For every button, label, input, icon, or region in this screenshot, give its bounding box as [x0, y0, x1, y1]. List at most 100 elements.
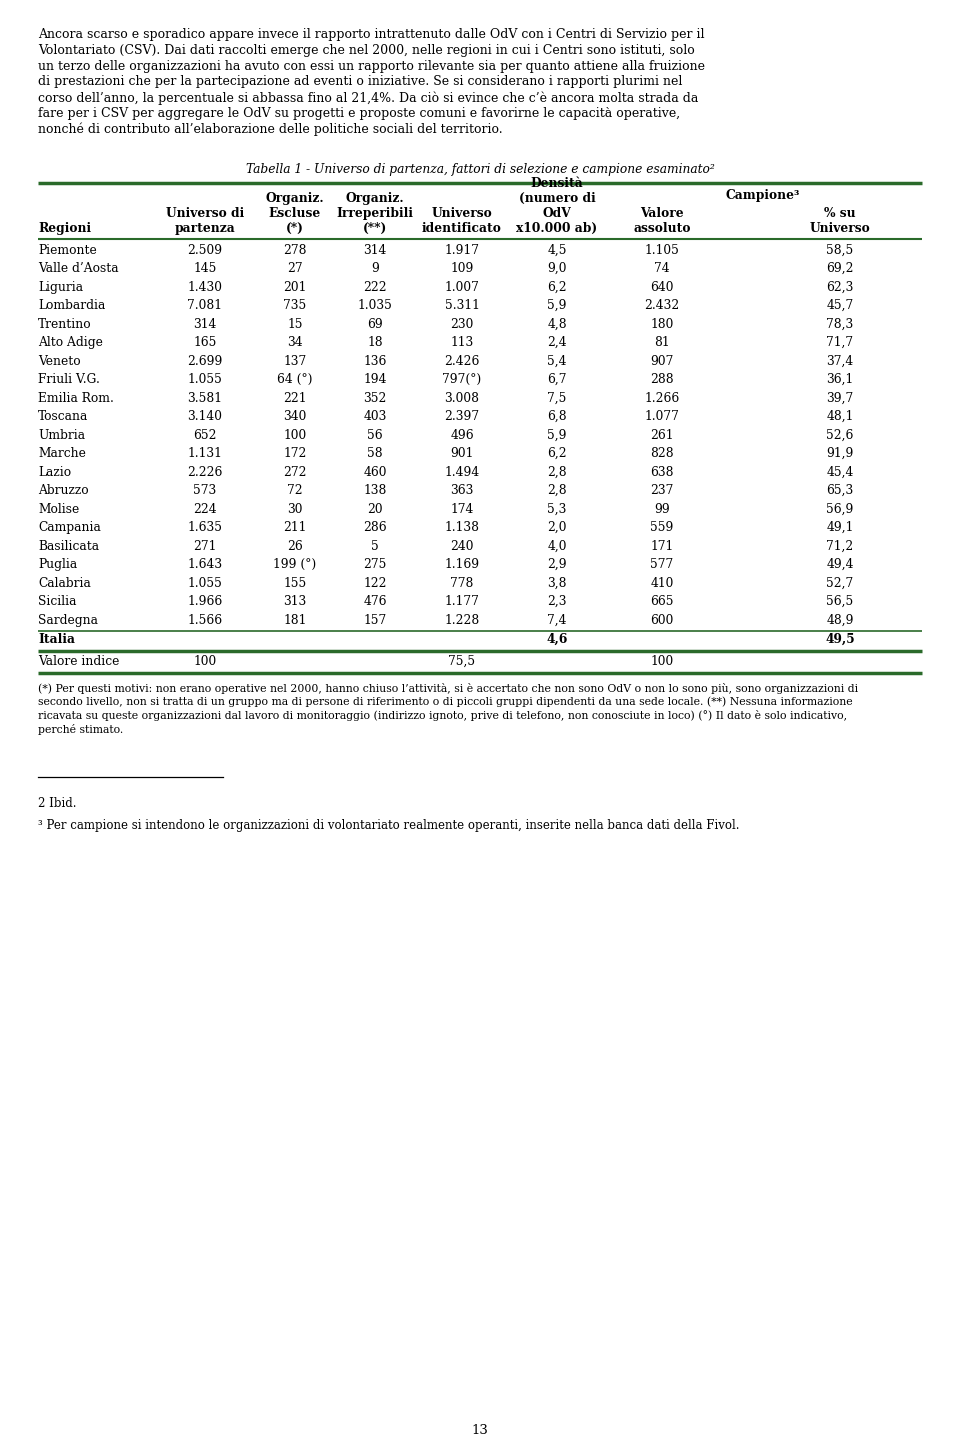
Text: 71,2: 71,2 — [827, 539, 853, 552]
Text: 652: 652 — [193, 428, 217, 441]
Text: 211: 211 — [283, 521, 306, 534]
Text: 240: 240 — [450, 539, 473, 552]
Text: 180: 180 — [650, 318, 674, 331]
Text: 2 Ibid.: 2 Ibid. — [38, 797, 77, 810]
Text: 1.077: 1.077 — [644, 411, 680, 424]
Text: 1.917: 1.917 — [444, 243, 479, 256]
Text: 577: 577 — [650, 558, 674, 571]
Text: 1.131: 1.131 — [187, 447, 223, 460]
Text: un terzo delle organizzazioni ha avuto con essi un rapporto rilevante sia per qu: un terzo delle organizzazioni ha avuto c… — [38, 59, 705, 72]
Text: 49,4: 49,4 — [827, 558, 853, 571]
Text: 58: 58 — [367, 447, 383, 460]
Text: 5,9: 5,9 — [547, 428, 566, 441]
Text: 638: 638 — [650, 466, 674, 479]
Text: Trentino: Trentino — [38, 318, 91, 331]
Text: 81: 81 — [654, 335, 670, 348]
Text: Sardegna: Sardegna — [38, 613, 98, 626]
Text: 1.035: 1.035 — [357, 299, 393, 312]
Text: % su
Universo: % su Universo — [809, 207, 871, 234]
Text: 1.138: 1.138 — [444, 521, 479, 534]
Text: 56,5: 56,5 — [827, 596, 853, 609]
Text: 224: 224 — [193, 503, 217, 516]
Text: 100: 100 — [650, 655, 674, 668]
Text: 3.140: 3.140 — [187, 411, 223, 424]
Text: 3.581: 3.581 — [187, 392, 223, 405]
Text: Alto Adige: Alto Adige — [38, 335, 103, 348]
Text: 58,5: 58,5 — [827, 243, 853, 256]
Text: 2.426: 2.426 — [444, 354, 480, 367]
Text: 1.177: 1.177 — [444, 596, 479, 609]
Text: 352: 352 — [363, 392, 387, 405]
Text: 91,9: 91,9 — [827, 447, 853, 460]
Text: 64 (°): 64 (°) — [277, 373, 313, 386]
Text: Marche: Marche — [38, 447, 85, 460]
Text: 403: 403 — [363, 411, 387, 424]
Text: ³ Per campione si intendono le organizzazioni di volontariato realmente operanti: ³ Per campione si intendono le organizza… — [38, 818, 739, 831]
Text: 4,5: 4,5 — [547, 243, 566, 256]
Text: 37,4: 37,4 — [827, 354, 853, 367]
Text: 165: 165 — [193, 335, 217, 348]
Text: 363: 363 — [450, 484, 473, 497]
Text: 155: 155 — [283, 577, 306, 590]
Text: Puglia: Puglia — [38, 558, 77, 571]
Text: 2,3: 2,3 — [547, 596, 566, 609]
Text: 174: 174 — [450, 503, 473, 516]
Text: 172: 172 — [283, 447, 306, 460]
Text: 122: 122 — [363, 577, 387, 590]
Text: 201: 201 — [283, 281, 306, 294]
Text: Tabella 1 - Universo di partenza, fattori di selezione e campione esaminato²: Tabella 1 - Universo di partenza, fattor… — [246, 162, 714, 175]
Text: 171: 171 — [650, 539, 674, 552]
Text: 640: 640 — [650, 281, 674, 294]
Text: 1.566: 1.566 — [187, 613, 223, 626]
Text: 410: 410 — [650, 577, 674, 590]
Text: 275: 275 — [363, 558, 387, 571]
Text: 1.643: 1.643 — [187, 558, 223, 571]
Text: 30: 30 — [287, 503, 302, 516]
Text: 272: 272 — [283, 466, 307, 479]
Text: 3,8: 3,8 — [547, 577, 566, 590]
Text: Valore indice: Valore indice — [38, 655, 119, 668]
Text: 1.494: 1.494 — [444, 466, 480, 479]
Text: 559: 559 — [650, 521, 674, 534]
Text: 181: 181 — [283, 613, 306, 626]
Text: 2,8: 2,8 — [547, 466, 566, 479]
Text: 5,4: 5,4 — [547, 354, 566, 367]
Text: Liguria: Liguria — [38, 281, 84, 294]
Text: Veneto: Veneto — [38, 354, 81, 367]
Text: 278: 278 — [283, 243, 307, 256]
Text: 49,5: 49,5 — [826, 633, 854, 646]
Text: 2,8: 2,8 — [547, 484, 566, 497]
Text: 460: 460 — [363, 466, 387, 479]
Text: 78,3: 78,3 — [827, 318, 853, 331]
Text: 20: 20 — [367, 503, 383, 516]
Text: 1.055: 1.055 — [187, 577, 223, 590]
Text: 199 (°): 199 (°) — [274, 558, 317, 571]
Text: 476: 476 — [363, 596, 387, 609]
Text: 1.635: 1.635 — [187, 521, 223, 534]
Text: 271: 271 — [193, 539, 217, 552]
Text: 340: 340 — [283, 411, 306, 424]
Text: 6,7: 6,7 — [547, 373, 566, 386]
Text: Lazio: Lazio — [38, 466, 71, 479]
Text: Volontariato (CSV). Dai dati raccolti emerge che nel 2000, nelle regioni in cui : Volontariato (CSV). Dai dati raccolti em… — [38, 43, 695, 56]
Text: 5,3: 5,3 — [547, 503, 566, 516]
Text: 7,4: 7,4 — [547, 613, 566, 626]
Text: 2.699: 2.699 — [187, 354, 223, 367]
Text: 7,5: 7,5 — [547, 392, 566, 405]
Text: 314: 314 — [363, 243, 387, 256]
Text: 72: 72 — [287, 484, 302, 497]
Text: 221: 221 — [283, 392, 307, 405]
Text: Campione³: Campione³ — [726, 188, 801, 201]
Text: di prestazioni che per la partecipazione ad eventi o iniziative. Se si considera: di prestazioni che per la partecipazione… — [38, 75, 683, 88]
Text: secondo livello, non si tratta di un gruppo ma di persone di riferimento o di pi: secondo livello, non si tratta di un gru… — [38, 697, 852, 707]
Text: 56,9: 56,9 — [827, 503, 853, 516]
Text: Campania: Campania — [38, 521, 101, 534]
Text: 27: 27 — [287, 262, 302, 275]
Text: 2.397: 2.397 — [444, 411, 480, 424]
Text: Organiz.
Escluse
(*): Organiz. Escluse (*) — [266, 192, 324, 234]
Text: Molise: Molise — [38, 503, 80, 516]
Text: 34: 34 — [287, 335, 302, 348]
Text: 1.430: 1.430 — [187, 281, 223, 294]
Text: 52,6: 52,6 — [827, 428, 853, 441]
Text: 1.966: 1.966 — [187, 596, 223, 609]
